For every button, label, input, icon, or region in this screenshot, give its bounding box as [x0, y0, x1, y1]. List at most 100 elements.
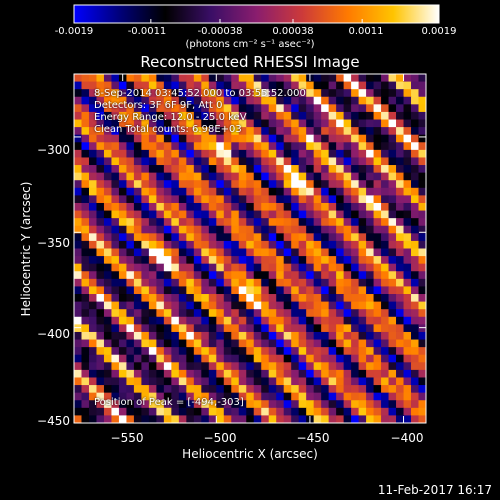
heatmap-cell	[418, 400, 427, 409]
heatmap-cell	[373, 301, 382, 310]
heatmap-cell	[253, 81, 262, 90]
heatmap-cell	[343, 331, 352, 340]
heatmap-cell	[396, 134, 404, 143]
heatmap-cell	[171, 248, 180, 257]
heatmap-cell	[418, 74, 427, 82]
heatmap-cell	[313, 74, 322, 82]
heatmap-cell	[261, 104, 270, 113]
heatmap-cell	[96, 286, 105, 295]
heatmap-cell	[261, 347, 270, 356]
heatmap-cell	[141, 180, 150, 189]
heatmap-cell	[306, 369, 315, 378]
heatmap-cell	[231, 271, 240, 280]
heatmap-cell	[328, 256, 337, 265]
axis-tick-marks	[74, 74, 426, 424]
heatmap-cell	[306, 111, 315, 120]
heatmap-cell	[96, 407, 105, 416]
heatmap-cell	[246, 127, 255, 136]
heatmap-cell	[81, 225, 90, 234]
heatmap-cell	[103, 142, 112, 151]
heatmap-cell	[261, 400, 270, 409]
heatmap-cell	[163, 180, 172, 189]
heatmap-cell	[396, 294, 404, 303]
heatmap-cell	[261, 165, 270, 174]
heatmap-cell	[276, 202, 285, 211]
heatmap-cell	[418, 407, 427, 416]
heatmap-cell	[186, 111, 195, 120]
heatmap-cell	[111, 415, 120, 424]
heatmap-cell	[298, 157, 307, 166]
heatmap-cell	[238, 142, 247, 151]
heatmap-cell	[373, 263, 382, 272]
heatmap-cell	[238, 301, 247, 310]
heatmap-cell	[178, 187, 187, 196]
heatmap-cell	[396, 256, 404, 265]
heatmap-cell	[366, 392, 374, 401]
heatmap-cell	[388, 157, 397, 166]
heatmap-cell	[126, 248, 135, 257]
heatmap-cell	[396, 354, 404, 363]
heatmap-cell	[163, 172, 172, 181]
heatmap-cell	[403, 81, 412, 90]
heatmap-cell	[81, 74, 90, 82]
heatmap-cell	[268, 271, 277, 280]
heatmap-cell	[268, 218, 277, 227]
heatmap-cell	[216, 187, 225, 196]
heatmap-cell	[193, 187, 202, 196]
heatmap-cell	[261, 142, 270, 151]
heatmap-cell	[388, 301, 397, 310]
heatmap-cell	[358, 248, 367, 257]
heatmap-cell	[126, 286, 135, 295]
heatmap-cell	[321, 316, 330, 325]
heatmap-cell	[253, 74, 262, 82]
heatmap-cell	[231, 324, 240, 333]
heatmap-cell	[396, 278, 404, 287]
heatmap-cell	[381, 362, 389, 371]
heatmap-cell	[238, 202, 247, 211]
heatmap-cell	[208, 96, 217, 105]
heatmap-cell	[141, 271, 150, 280]
heatmap-cell	[396, 385, 404, 394]
heatmap-cell	[366, 316, 374, 325]
heatmap-cell	[298, 347, 307, 356]
heatmap-cell	[336, 286, 345, 295]
heatmap-cell	[111, 202, 120, 211]
heatmap-cell	[193, 81, 202, 90]
heatmap-cell	[111, 111, 120, 120]
heatmap-cell	[336, 202, 345, 211]
heatmap-cell	[328, 195, 337, 204]
heatmap-cell	[411, 210, 419, 219]
heatmap-cell	[261, 369, 270, 378]
heatmap-cell	[111, 248, 120, 257]
heatmap-cell	[231, 263, 240, 272]
heatmap-cell	[313, 362, 322, 371]
heatmap-cell	[148, 111, 157, 120]
heatmap-cell	[268, 202, 277, 211]
heatmap-cell	[306, 89, 315, 98]
heatmap-cell	[291, 172, 300, 181]
heatmap-cell	[201, 339, 210, 348]
heatmap-cell	[156, 111, 165, 120]
heatmap-cell	[336, 233, 345, 242]
heatmap-cell	[223, 362, 232, 371]
heatmap-cell	[246, 74, 255, 82]
heatmap-cell	[381, 324, 389, 333]
heatmap-cell	[283, 415, 292, 424]
heatmap-cell	[283, 172, 292, 181]
heatmap-cell	[313, 369, 322, 378]
heatmap-cell	[366, 172, 374, 181]
heatmap-cell	[156, 347, 165, 356]
heatmap-cell	[283, 347, 292, 356]
heatmap-cell	[193, 225, 202, 234]
heatmap-cell	[133, 301, 142, 310]
heatmap-cell	[118, 248, 127, 257]
heatmap-cell	[403, 377, 412, 386]
heatmap-cell	[201, 210, 210, 219]
heatmap-cell	[321, 218, 330, 227]
heatmap-cell	[313, 415, 322, 424]
heatmap-cell	[141, 377, 150, 386]
heatmap-cell	[261, 392, 270, 401]
heatmap-cell	[238, 316, 247, 325]
heatmap-cell	[388, 142, 397, 151]
heatmap-cell	[133, 240, 142, 249]
